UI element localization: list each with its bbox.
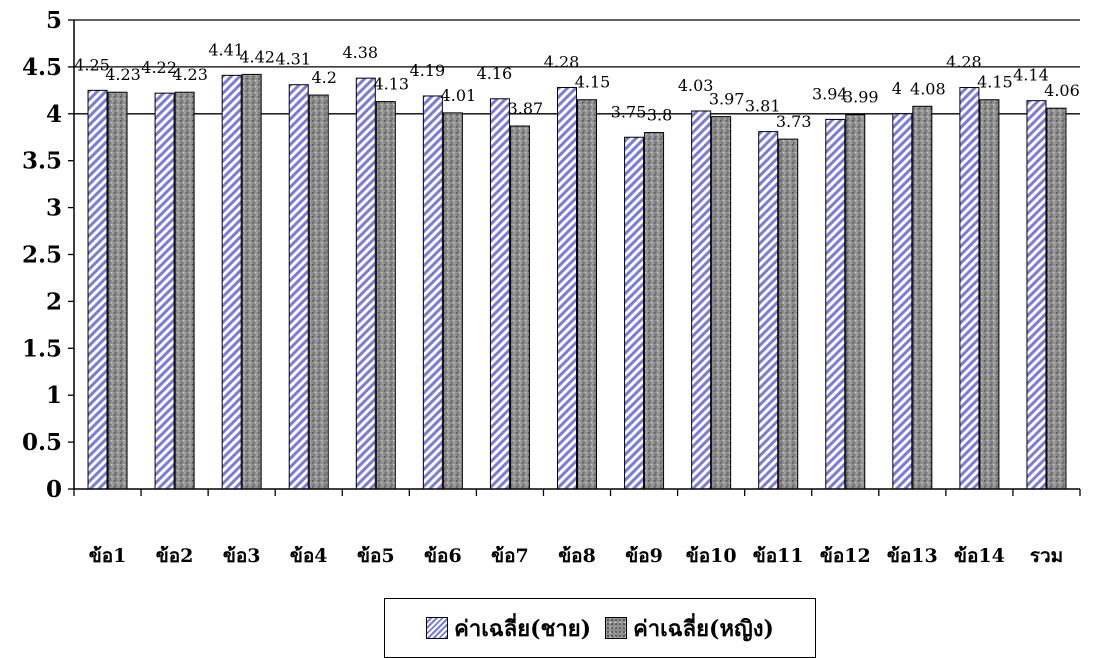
bar-female xyxy=(1046,107,1067,490)
legend-label-female: ค่าเฉลี่ย(หญิง) xyxy=(633,615,774,642)
axes: 0 0.5 1 1.5 2 2.5 3 3.5 4 4.5 5 ข้อ1 ข้อ2 ข้อ3 ข้อ4 ข้อ… xyxy=(22,7,1081,567)
bar-female xyxy=(845,114,866,490)
x-tick-label: ข้อ6 xyxy=(424,545,462,567)
data-label: 4.25 xyxy=(74,55,110,74)
data-label: 4.41 xyxy=(208,40,244,59)
bar-female xyxy=(107,91,128,490)
data-label: 4.23 xyxy=(172,65,208,84)
data-label: 4.13 xyxy=(373,75,409,94)
bar-female xyxy=(577,99,597,490)
bar-male xyxy=(1026,100,1047,490)
legend-item-female: ค่าเฉลี่ย(หญิง) xyxy=(605,611,774,646)
data-label: 3.97 xyxy=(709,90,745,109)
y-tick-label: 1 xyxy=(46,382,62,409)
data-label: 4.2 xyxy=(312,68,337,87)
legend-item-male: ค่าเฉลี่ย(ชาย) xyxy=(426,611,591,646)
y-tick-label: 3.5 xyxy=(22,148,62,175)
y-tick-label: 0.5 xyxy=(22,429,62,456)
bar-male xyxy=(691,110,712,490)
bar-female xyxy=(174,91,195,490)
data-label: 3.73 xyxy=(776,112,812,131)
bar-male xyxy=(154,92,175,490)
data-label: 3.8 xyxy=(647,106,672,125)
data-label: 4.38 xyxy=(342,43,378,62)
x-tick-label: ข้อ3 xyxy=(223,545,261,567)
bar-chart: 0 0.5 1 1.5 2 2.5 3 3.5 4 4.5 5 ข้อ1 ข้อ2 ข้อ3 ข้อ4 ข้อ… xyxy=(22,7,1081,567)
y-tick-label: 2 xyxy=(46,288,62,315)
x-tick-label: ข้อ2 xyxy=(156,545,194,567)
bar-female xyxy=(711,116,732,490)
bar-male xyxy=(557,87,577,490)
x-tick-label: ข้อ5 xyxy=(357,545,395,567)
data-label: 3.94 xyxy=(812,84,848,103)
bar-female xyxy=(979,99,1000,490)
bar-male xyxy=(288,84,309,490)
bar-female xyxy=(241,73,262,490)
bar-male xyxy=(221,74,242,490)
bar-female xyxy=(375,101,396,490)
data-label: 4.08 xyxy=(910,79,946,98)
data-label: 3.75 xyxy=(611,102,647,121)
x-tick-label: ข้อ14 xyxy=(954,545,1005,567)
data-label: 4.15 xyxy=(977,73,1013,92)
y-tick-label: 4.5 xyxy=(22,54,62,81)
data-label: 3.99 xyxy=(843,88,879,107)
legend-label-male: ค่าเฉลี่ย(ชาย) xyxy=(454,615,592,642)
legend-swatch-male xyxy=(426,617,449,639)
data-label: 4.16 xyxy=(477,64,513,83)
data-label: 4.06 xyxy=(1044,81,1080,100)
y-tick-label: 5 xyxy=(46,7,62,34)
data-label: 4.28 xyxy=(544,53,580,72)
x-tick-label: ข้อ8 xyxy=(558,545,596,567)
x-tick-label: ข้อ13 xyxy=(887,545,938,567)
data-label: 4.23 xyxy=(105,65,141,84)
data-label: 4.19 xyxy=(410,61,446,80)
data-label: 4.42 xyxy=(239,47,275,66)
bar-female xyxy=(644,132,665,490)
y-tick-label: 4 xyxy=(46,101,62,128)
y-tick-label: 0 xyxy=(46,476,62,503)
data-label: 4.22 xyxy=(141,58,177,77)
x-tick-label: รวม xyxy=(1030,545,1063,567)
bars xyxy=(87,73,1067,490)
data-label: 4 xyxy=(892,79,902,98)
bar-male xyxy=(624,136,645,490)
data-label: 4.03 xyxy=(678,76,714,95)
bar-female xyxy=(442,112,463,490)
x-tick-label: ข้อ4 xyxy=(290,545,328,567)
legend: ค่าเฉลี่ย(ชาย) ค่าเฉลี่ย(หญิง) xyxy=(384,598,816,658)
bar-male xyxy=(422,95,443,490)
bar-male xyxy=(489,98,510,490)
bar-male xyxy=(355,77,376,490)
legend-swatch-female xyxy=(605,617,628,639)
x-tick-label: ข้อ7 xyxy=(491,545,529,567)
data-label: 4.28 xyxy=(946,53,982,72)
bar-male xyxy=(87,89,108,490)
data-label: 4.14 xyxy=(1013,66,1049,85)
bar-male xyxy=(959,87,980,490)
bar-male xyxy=(825,118,846,490)
data-labels: 4.25 4.22 4.41 4.31 4.38 4.19 4.16 4.28 3.75 4.03… xyxy=(74,40,1080,131)
x-tick-label: ข้อ9 xyxy=(625,545,663,567)
x-tick-label: ข้อ11 xyxy=(753,545,804,567)
x-tick-label: ข้อ12 xyxy=(820,545,871,567)
y-tick-label: 1.5 xyxy=(22,335,62,362)
data-label: 4.31 xyxy=(275,50,311,69)
data-label: 3.81 xyxy=(745,97,781,116)
bar-male xyxy=(758,131,779,490)
data-label: 3.87 xyxy=(508,99,544,118)
data-label: 4.15 xyxy=(575,73,611,92)
y-tick-label: 2.5 xyxy=(22,242,62,269)
bar-female xyxy=(509,125,530,490)
bar-female xyxy=(912,105,933,490)
y-tick-label: 3 xyxy=(46,195,62,222)
bar-female xyxy=(308,94,329,490)
data-label: 4.01 xyxy=(441,86,477,105)
bar-male xyxy=(892,113,913,490)
x-tick-label: ข้อ10 xyxy=(686,545,737,567)
bar-female xyxy=(778,138,799,490)
x-tick-label: ข้อ1 xyxy=(89,545,127,567)
